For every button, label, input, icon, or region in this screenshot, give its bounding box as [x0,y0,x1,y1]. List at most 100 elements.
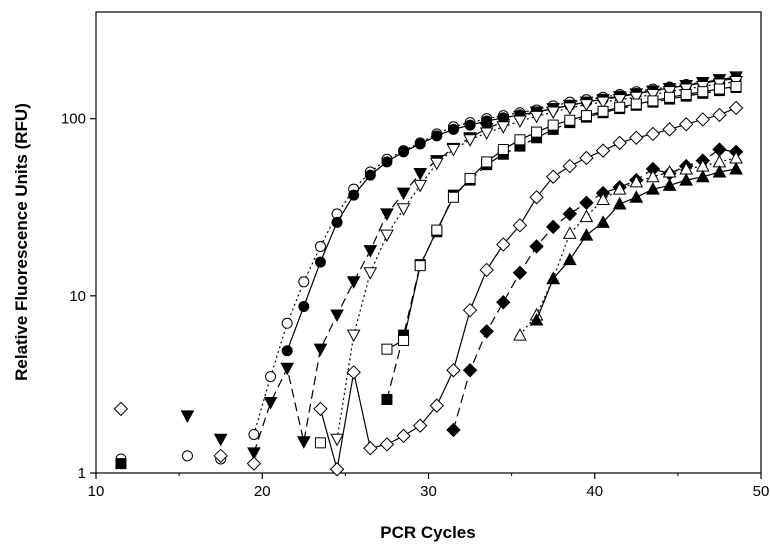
data-point [678,117,694,132]
data-point [679,173,694,186]
data-point [314,437,326,449]
data-point [412,418,428,433]
data-point [398,334,410,346]
data-point [446,363,461,378]
y-axis: 1 10 100 [61,111,96,482]
data-point [596,192,610,205]
data-point [546,106,561,120]
data-point [646,169,660,183]
data-point [712,164,727,178]
x-tick-label: 40 [586,483,603,500]
data-point [614,101,626,113]
data-point [695,112,711,127]
data-point [579,150,594,166]
data-point [180,410,195,423]
data-point [380,229,394,243]
x-tick-label: 20 [254,483,271,500]
data-point [512,218,528,233]
data-point [562,206,578,222]
data-point [612,196,627,210]
series-line [386,86,737,400]
data-point [265,371,277,383]
data-point [712,107,727,123]
data-point [348,189,360,201]
series-6 [113,100,744,477]
data-point [113,401,129,417]
data-point [697,86,709,98]
data-point [413,168,428,181]
series-line [286,78,737,351]
data-point [364,169,376,181]
data-point [281,345,293,357]
data-point [629,91,644,105]
series-line [386,85,737,350]
data-point [346,329,361,343]
data-point [446,143,461,157]
data-point [695,169,710,183]
data-point [298,301,310,313]
data-point [246,456,262,471]
series-7 [446,142,744,438]
data-point [713,83,725,95]
data-point [296,436,311,449]
y-tick-label: 100 [61,111,86,128]
data-point [396,203,411,216]
data-point [329,462,345,477]
data-point [346,276,361,289]
data-point [579,209,594,223]
data-point [398,146,410,158]
data-point [612,182,627,195]
data-point [331,216,343,228]
data-point [646,88,660,102]
data-point [380,208,394,221]
data-point [728,100,744,116]
data-point [414,260,426,272]
data-point [263,396,278,410]
data-point [729,161,743,175]
data-point [529,239,544,254]
data-point [381,156,393,168]
data-point [313,343,328,357]
series-0 [115,72,742,465]
x-tick-label: 30 [420,483,437,500]
data-point [630,98,642,110]
data-point [629,130,644,145]
data-point [579,228,594,241]
data-point [514,134,526,146]
data-point [662,178,677,191]
data-point [363,441,378,456]
data-point [479,127,494,141]
data-point [547,119,559,131]
data-point [712,142,727,157]
data-point [363,267,378,280]
data-point [330,433,344,447]
data-point [429,157,444,171]
data-point [248,428,260,440]
data-point [414,138,426,150]
data-point [562,102,577,115]
data-point [546,271,561,285]
data-point [298,276,310,288]
data-point [462,302,478,318]
data-point [396,428,411,444]
data-point [314,240,326,252]
data-point [213,448,228,464]
series-5 [314,80,742,449]
data-point [612,135,627,151]
data-point [431,130,443,142]
data-point [562,158,578,174]
data-point [595,143,611,158]
data-point [479,324,494,339]
data-point [381,393,393,405]
data-point [562,226,577,239]
data-point [612,94,627,107]
series-line [519,157,737,336]
data-point [247,447,261,460]
data-point [662,164,677,178]
y-tick-label: 1 [78,465,86,482]
data-point [464,172,476,184]
data-point [662,122,677,137]
data-point [529,190,544,205]
data-point [346,365,361,380]
data-point [313,401,328,417]
